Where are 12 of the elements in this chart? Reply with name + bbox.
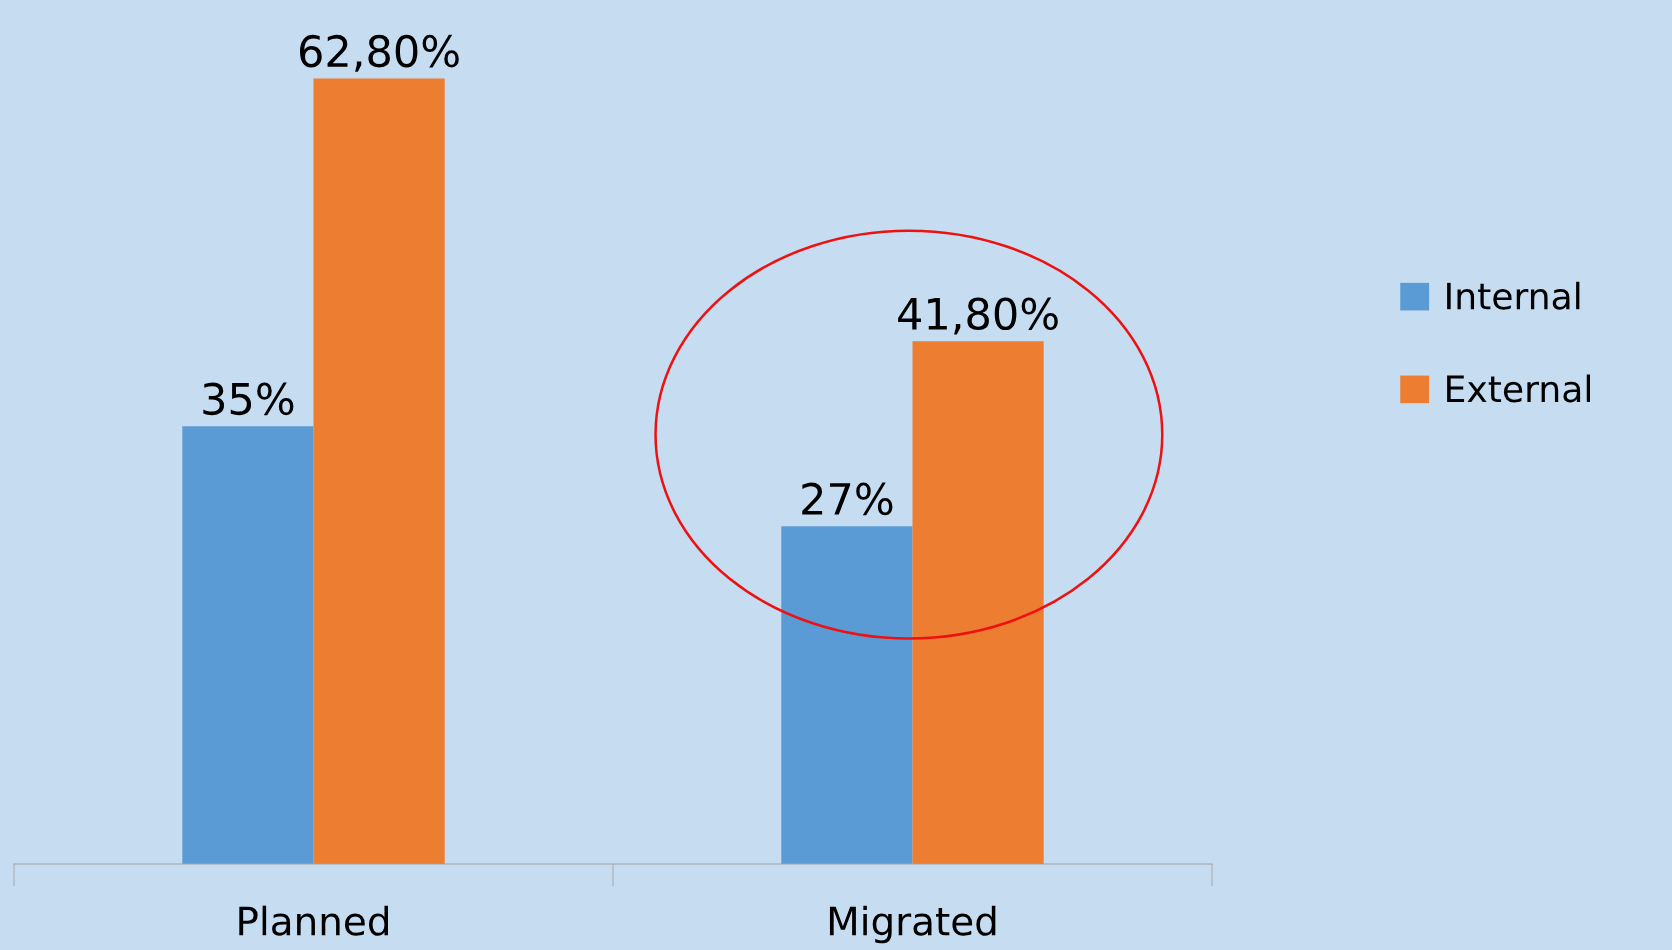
bar (912, 341, 1044, 864)
bar (182, 426, 314, 864)
x-tick-label: Migrated (829, 905, 996, 944)
data-label: 41,80% (898, 297, 1058, 335)
legend-label: External (1447, 374, 1591, 403)
legend-label: Internal (1447, 281, 1580, 310)
bar (313, 78, 445, 864)
bar (781, 526, 913, 864)
data-label: 27% (802, 482, 893, 516)
x-tick-label: Planned (239, 905, 388, 936)
data-label: 62,80% (300, 34, 459, 72)
data-label: 35% (203, 382, 294, 416)
